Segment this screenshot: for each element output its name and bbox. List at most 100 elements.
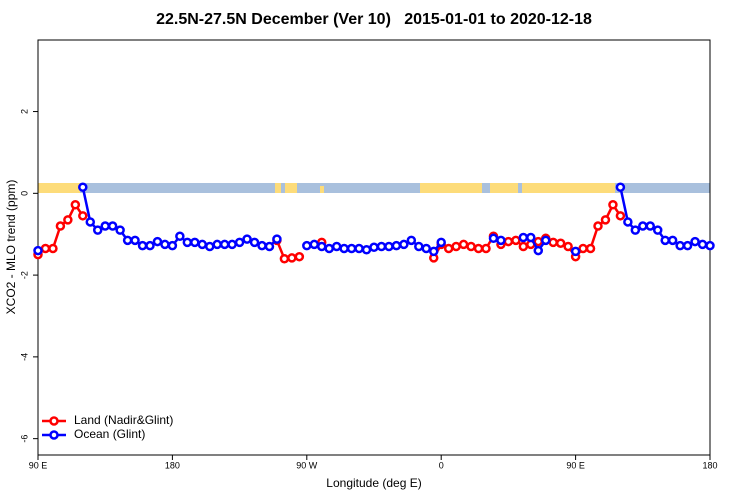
data-point	[518, 232, 529, 243]
data-point	[160, 239, 170, 250]
data-point	[40, 243, 51, 254]
x-axis-label: Longitude (deg E)	[326, 476, 421, 490]
data-point	[660, 235, 670, 246]
data-point	[100, 221, 110, 231]
data-point	[294, 251, 305, 262]
data-point	[488, 233, 499, 244]
data-point	[638, 221, 648, 231]
y-tick-label: 0	[19, 191, 29, 196]
data-point	[346, 243, 357, 254]
data-point	[428, 246, 439, 257]
data-point	[473, 243, 484, 254]
data-point	[85, 217, 96, 227]
land-band	[420, 183, 482, 193]
data-point	[279, 253, 290, 264]
data-point	[443, 243, 454, 254]
data-point	[55, 221, 66, 231]
x-tick-label: 180	[702, 460, 717, 470]
land-band	[490, 183, 518, 193]
data-point	[518, 241, 529, 252]
data-point	[287, 253, 297, 263]
data-point	[369, 242, 379, 253]
data-point	[175, 231, 185, 242]
x-tick-label: 90 W	[296, 460, 318, 470]
y-tick-label: 2	[19, 109, 29, 114]
data-point	[630, 225, 641, 235]
data-point	[182, 237, 193, 248]
data-point	[399, 239, 409, 250]
data-point	[384, 241, 394, 252]
data-point	[458, 239, 469, 250]
land-band	[285, 183, 297, 193]
data-point	[78, 182, 88, 192]
data-point	[675, 240, 685, 251]
x-tick-label: 90 E	[566, 460, 585, 470]
data-point	[667, 235, 678, 246]
legend-marker	[49, 430, 59, 440]
data-point	[526, 232, 536, 243]
data-point	[414, 241, 424, 252]
data-point	[548, 237, 558, 248]
data-point	[316, 241, 327, 252]
data-point	[190, 237, 200, 248]
legend-label: Land (Nadir&Glint)	[74, 413, 173, 427]
data-point	[302, 240, 312, 251]
data-point	[122, 235, 133, 246]
data-point	[466, 241, 476, 252]
data-point	[115, 225, 125, 235]
data-point	[339, 243, 349, 254]
data-point	[227, 239, 237, 250]
data-point	[219, 239, 230, 250]
data-point	[92, 225, 103, 235]
data-point	[406, 235, 417, 246]
land-band	[522, 183, 615, 193]
ocean-band	[38, 183, 710, 193]
legend-marker	[49, 416, 59, 426]
data-point	[511, 235, 521, 246]
land-band	[38, 183, 80, 193]
data-point	[70, 200, 81, 210]
legend: Land (Nadir&Glint)Ocean (Glint)	[42, 413, 173, 441]
data-point	[376, 241, 387, 252]
data-point	[107, 221, 118, 231]
data-point	[608, 200, 618, 210]
data-point	[652, 225, 663, 235]
data-point	[540, 235, 551, 246]
data-point	[578, 243, 588, 254]
data-point	[570, 246, 581, 257]
x-tick-label: 90 E	[29, 460, 48, 470]
data-point	[212, 239, 222, 250]
data-point	[167, 240, 178, 251]
data-point	[361, 244, 372, 255]
data-point	[272, 234, 282, 244]
data-point	[645, 221, 656, 231]
data-point	[137, 240, 148, 251]
data-point	[264, 241, 275, 252]
data-point	[615, 182, 626, 192]
data-point	[682, 240, 693, 251]
x-tick-label: 180	[165, 460, 180, 470]
land-band	[275, 183, 281, 193]
data-point	[145, 240, 155, 251]
data-point	[63, 215, 73, 225]
y-tick-label: -6	[19, 435, 29, 443]
data-point	[481, 243, 491, 254]
data-point	[78, 211, 88, 221]
data-point	[555, 238, 566, 248]
data-point	[593, 221, 603, 231]
y-tick-label: -2	[19, 271, 29, 279]
data-point	[421, 243, 432, 254]
map-band	[38, 183, 710, 193]
data-point	[585, 243, 596, 254]
data-point	[436, 237, 446, 248]
land-band	[320, 186, 324, 193]
data-point	[242, 234, 252, 244]
data-point	[697, 239, 708, 250]
data-point	[563, 241, 573, 252]
data-point	[33, 245, 43, 256]
data-point	[615, 211, 626, 221]
legend-label: Ocean (Glint)	[74, 427, 145, 441]
data-point	[324, 243, 334, 254]
data-point	[690, 236, 700, 247]
data-point	[152, 236, 163, 247]
